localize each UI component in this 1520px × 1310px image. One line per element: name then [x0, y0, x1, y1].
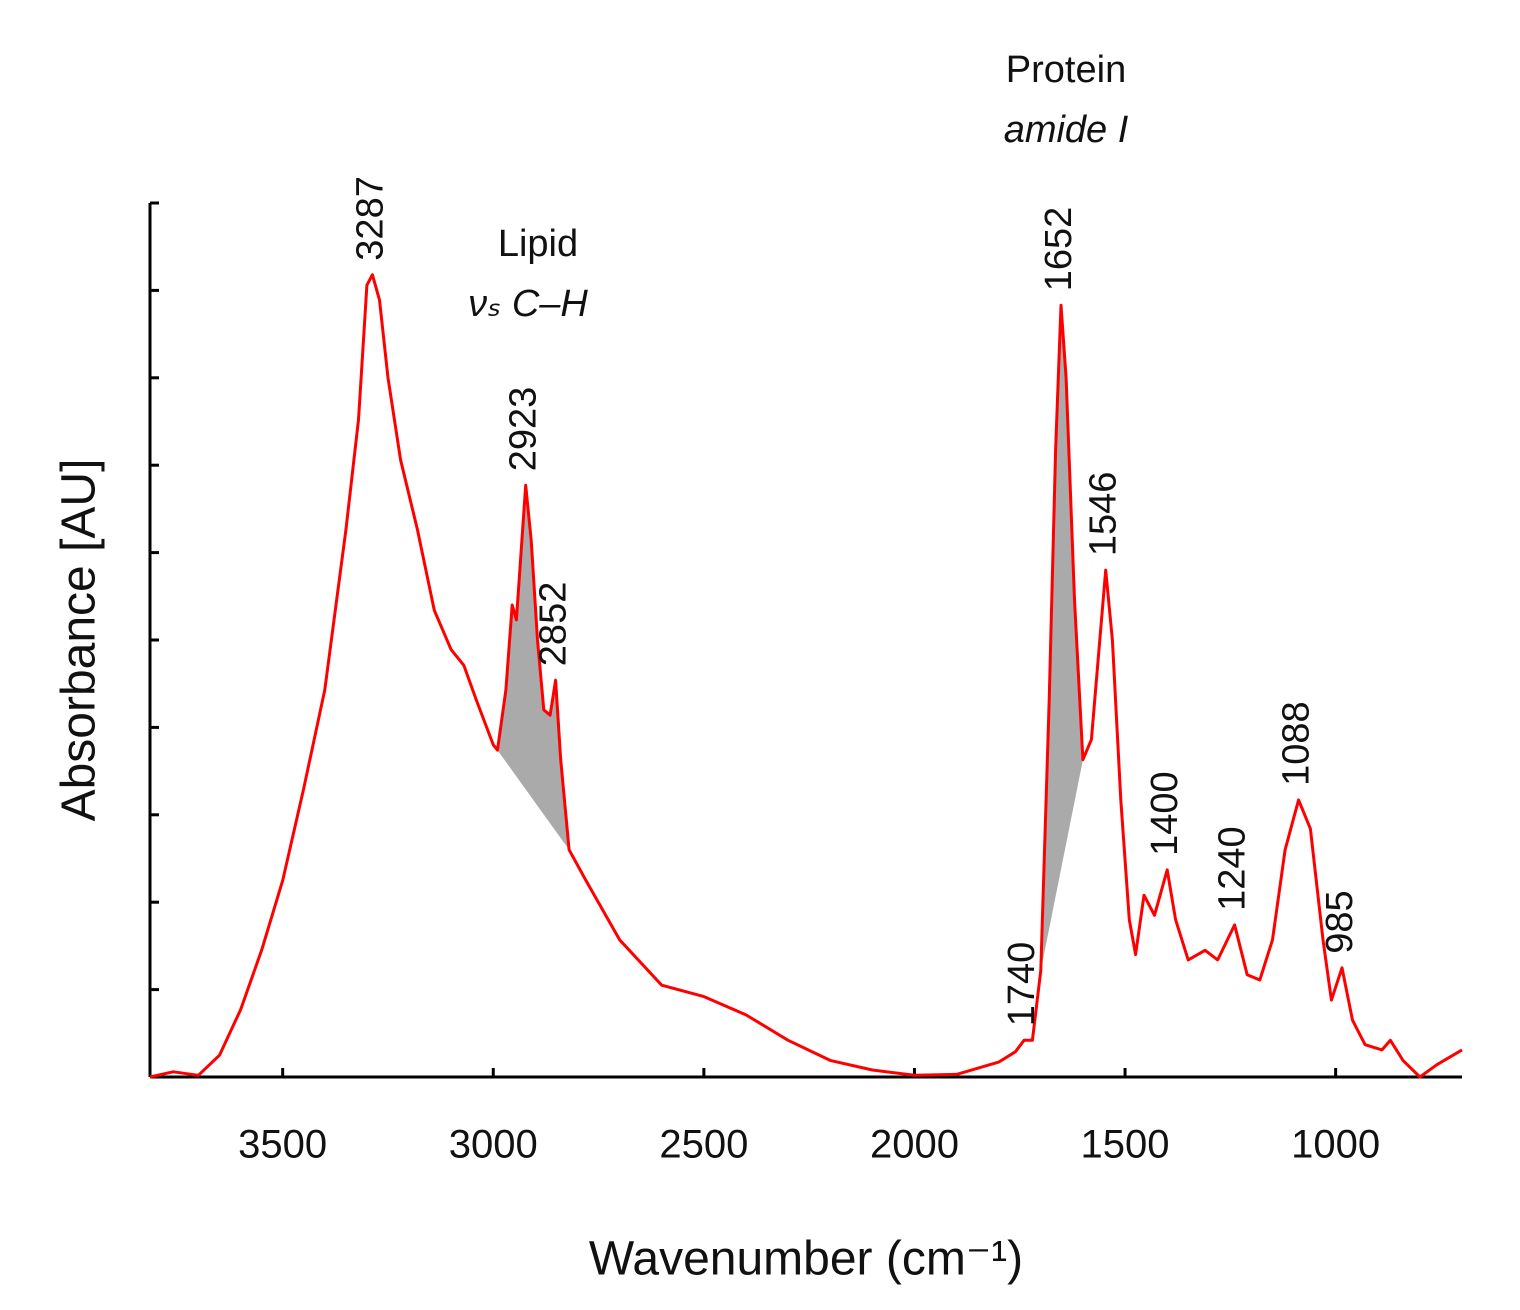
peak-label: 1400 [1144, 771, 1186, 856]
annotation: amide I [1004, 109, 1129, 151]
peak-label: 1546 [1083, 472, 1125, 557]
y-axis-title: Absorbance [AU] [53, 459, 106, 822]
x-tick-label: 3500 [238, 1123, 327, 1167]
x-axis-title: Wavenumber (cm⁻¹) [589, 1233, 1023, 1286]
peak-label: 2923 [503, 387, 545, 472]
x-tick-label: 1500 [1081, 1123, 1170, 1167]
x-tick-label: 1000 [1291, 1123, 1380, 1167]
peak-label: 3287 [349, 176, 391, 261]
peak-label: 1088 [1276, 701, 1318, 786]
spectrum-line [149, 273, 1463, 1079]
peak-label: 985 [1319, 890, 1361, 953]
annotation: Lipid [498, 223, 578, 265]
annotation: νₛ C–H [468, 283, 588, 325]
x-tick-label: 2000 [870, 1123, 959, 1167]
shaded-region [497, 485, 570, 850]
x-tick-label: 3000 [449, 1123, 538, 1167]
peak-label: 1740 [1001, 942, 1043, 1027]
peak-label: 1652 [1038, 207, 1080, 292]
x-tick-label: 2500 [659, 1123, 748, 1167]
peak-label: 1240 [1212, 826, 1254, 911]
peak-label: 2852 [533, 582, 575, 667]
annotation: Protein [1006, 49, 1126, 91]
shaded-region [1040, 305, 1083, 971]
